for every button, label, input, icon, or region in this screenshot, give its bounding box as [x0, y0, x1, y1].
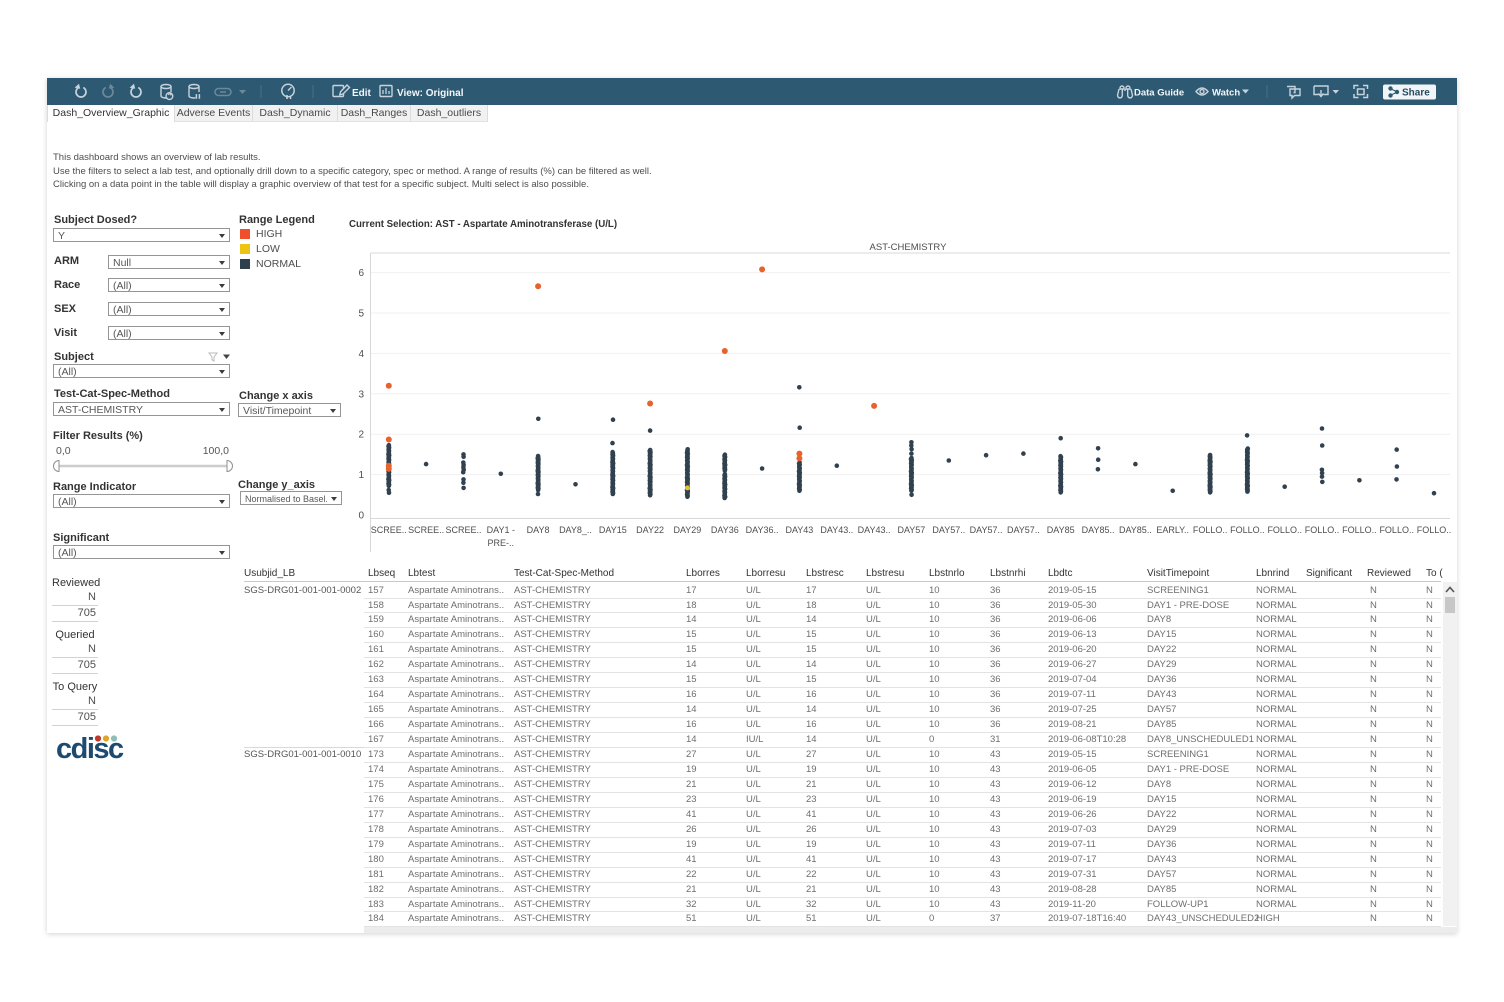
svg-text:PRE-..: PRE-.. [488, 538, 515, 548]
svg-text:DAY85: DAY85 [1047, 525, 1075, 535]
svg-text:DAY43..: DAY43.. [858, 525, 891, 535]
svg-text:5: 5 [358, 309, 364, 320]
svg-text:DAY85..: DAY85.. [1119, 525, 1152, 535]
svg-text:View: Original: View: Original [397, 88, 464, 99]
svg-text:FOLLO..: FOLLO.. [1417, 525, 1452, 535]
svg-text:Edit: Edit [352, 88, 372, 99]
svg-text:DAY43: DAY43 [785, 525, 813, 535]
svg-text:DAY43..: DAY43.. [820, 525, 853, 535]
svg-text:DAY1 -: DAY1 - [487, 525, 515, 535]
svg-text:DAY8_..: DAY8_.. [559, 525, 592, 535]
svg-text:DAY36..: DAY36.. [746, 525, 779, 535]
svg-text:FOLLO..: FOLLO.. [1193, 525, 1228, 535]
svg-text:DAY36: DAY36 [711, 525, 739, 535]
svg-text:DAY57: DAY57 [897, 525, 925, 535]
svg-text:DAY29: DAY29 [673, 525, 701, 535]
svg-text:DAY85..: DAY85.. [1082, 525, 1115, 535]
svg-text:1: 1 [358, 470, 364, 481]
svg-text:Share: Share [1402, 88, 1430, 99]
svg-text:2: 2 [358, 430, 364, 441]
svg-text:DAY57..: DAY57.. [1007, 525, 1040, 535]
svg-text:SCREE..: SCREE.. [445, 525, 481, 535]
svg-text:6: 6 [358, 268, 364, 279]
svg-text:DAY8: DAY8 [527, 525, 550, 535]
svg-text:DAY15: DAY15 [599, 525, 627, 535]
svg-text:SCREE..: SCREE.. [371, 525, 407, 535]
svg-text:DAY57..: DAY57.. [970, 525, 1003, 535]
svg-text:FOLLO..: FOLLO.. [1305, 525, 1340, 535]
svg-text:Watch: Watch [1212, 88, 1240, 99]
svg-text:FOLLO..: FOLLO.. [1230, 525, 1265, 535]
svg-text:DAY57..: DAY57.. [932, 525, 965, 535]
svg-text:0: 0 [358, 511, 364, 522]
svg-text:DAY22: DAY22 [636, 525, 664, 535]
svg-text:Data Guide: Data Guide [1134, 88, 1184, 99]
svg-text:FOLLO..: FOLLO.. [1267, 525, 1302, 535]
svg-text:3: 3 [358, 389, 364, 400]
svg-text:4: 4 [358, 349, 364, 360]
svg-text:SCREE..: SCREE.. [408, 525, 444, 535]
svg-text:EARLY..: EARLY.. [1156, 525, 1189, 535]
svg-text:FOLLO..: FOLLO.. [1379, 525, 1414, 535]
svg-text:AST-CHEMISTRY: AST-CHEMISTRY [870, 242, 948, 253]
svg-text:FOLLO..: FOLLO.. [1342, 525, 1377, 535]
